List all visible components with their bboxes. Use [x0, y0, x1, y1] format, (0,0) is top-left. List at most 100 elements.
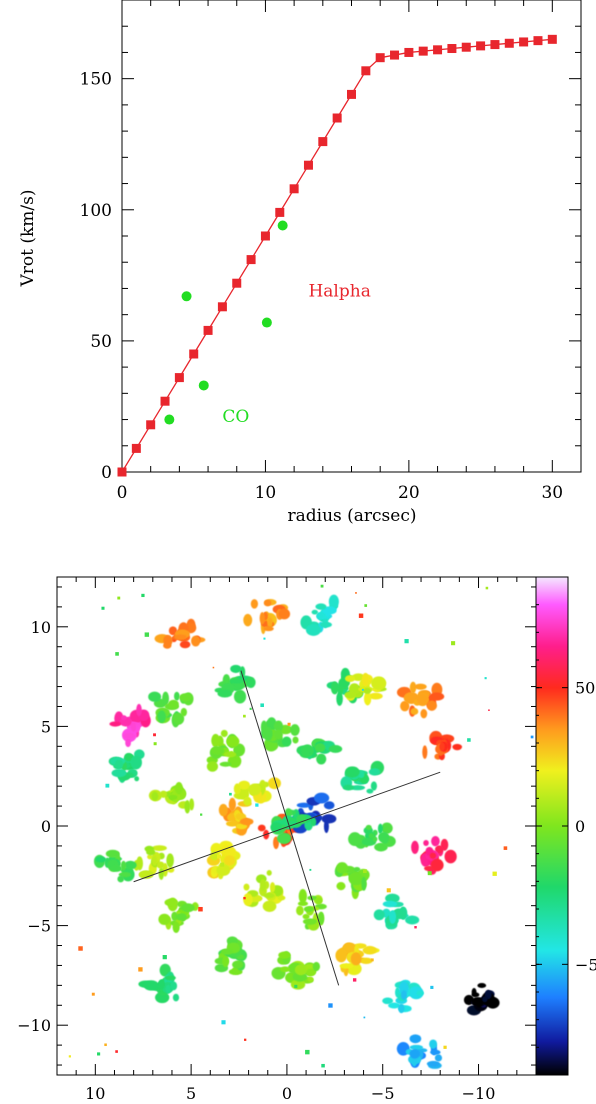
velocity-pixel — [172, 712, 185, 725]
colorbar-tick-label: 50 — [575, 679, 595, 698]
velocity-pixel — [361, 837, 377, 846]
velocity-speck — [243, 896, 246, 900]
velocity-pixel — [336, 691, 343, 706]
velocity-pixel — [243, 893, 253, 907]
velocity-pixel — [342, 942, 357, 954]
x-tick-label: 30 — [541, 483, 563, 503]
velocity-pixel — [172, 921, 180, 933]
velocity-pixel — [311, 609, 319, 615]
velocity-speck — [386, 888, 391, 893]
velocity-pixel — [229, 678, 245, 684]
velocity-pixel — [292, 736, 299, 744]
y-tick-label: 50 — [90, 332, 112, 352]
velocity-pixel — [266, 869, 272, 876]
velocity-pixel — [305, 624, 322, 636]
data-point-co — [261, 317, 272, 328]
velocity-speck — [138, 967, 143, 972]
velocity-pixel — [243, 796, 252, 806]
velocity-pixel — [226, 820, 239, 827]
velocity-pixel — [233, 743, 246, 757]
velocity-field-ticks: 10 5 0 −5 −10 10 5 0 −5 −10 — [17, 577, 536, 1103]
velocity-speck — [355, 592, 357, 594]
velocity-speck — [363, 1016, 366, 1019]
velocity-pixel — [171, 911, 178, 922]
velocity-pixel — [151, 791, 159, 801]
velocity-pixel — [148, 691, 162, 702]
velocity-speck — [101, 606, 105, 610]
data-point-halpha — [131, 443, 141, 453]
velocity-speck — [321, 1063, 325, 1068]
velocity-pixel — [297, 901, 309, 907]
velocity-pixel — [211, 733, 221, 748]
velocity-speck — [404, 639, 409, 644]
rotation-curve-frame — [121, 0, 582, 473]
velocity-pixel — [314, 743, 326, 752]
velocity-pixel — [235, 813, 247, 821]
velocity-pixel — [273, 729, 283, 740]
map-x-tick-label: 0 — [282, 1084, 292, 1103]
velocity-pixel — [471, 996, 484, 1007]
data-point-halpha — [289, 184, 299, 194]
velocity-pixel — [359, 957, 373, 964]
velocity-pixel — [400, 700, 410, 712]
velocity-speck — [488, 709, 490, 711]
data-point-halpha — [332, 113, 342, 123]
data-point-co — [164, 414, 175, 425]
velocity-pixel — [117, 875, 125, 883]
map-x-tick-label: −10 — [462, 1084, 496, 1103]
velocity-speck — [144, 632, 150, 637]
velocity-pixel — [296, 814, 307, 825]
data-point-halpha — [189, 349, 199, 359]
velocity-pixel — [267, 777, 282, 790]
data-point-halpha — [447, 44, 457, 54]
y-tick-label: 150 — [80, 70, 112, 90]
data-point-halpha — [433, 45, 443, 55]
velocity-pixel — [431, 836, 440, 847]
velocity-pixel — [168, 626, 178, 636]
data-point-halpha — [275, 207, 285, 217]
velocity-pixel — [206, 761, 219, 772]
velocity-pixel — [350, 785, 366, 791]
velocity-pixel — [211, 746, 225, 755]
data-point-halpha — [504, 38, 514, 48]
velocity-pixel — [416, 693, 428, 705]
velocity-pixel — [426, 700, 438, 711]
velocity-speck — [255, 803, 259, 807]
velocity-pixel — [143, 980, 159, 991]
velocity-pixel — [312, 961, 321, 972]
velocity-pixel — [399, 981, 409, 995]
velocity-pixel — [366, 788, 374, 794]
data-point-halpha — [404, 47, 414, 57]
data-point-halpha — [476, 41, 486, 51]
velocity-pixel — [223, 751, 237, 758]
velocity-pixel — [120, 860, 127, 871]
velocity-speck — [358, 613, 364, 618]
data-point-halpha — [160, 396, 170, 406]
x-tick-label: 20 — [398, 483, 420, 503]
velocity-pixel — [123, 732, 135, 739]
velocity-pixel — [238, 786, 250, 800]
velocity-pixel — [259, 879, 267, 892]
velocity-pixel — [165, 984, 171, 994]
velocity-pixel — [169, 794, 178, 800]
velocity-pixel — [134, 776, 140, 782]
data-point-halpha — [533, 36, 543, 46]
velocity-speck — [492, 871, 497, 876]
velocity-pixel — [109, 721, 121, 727]
data-point-halpha — [146, 420, 156, 430]
velocity-pixel — [365, 824, 372, 830]
velocity-pixel — [429, 852, 437, 859]
data-point-halpha — [303, 160, 313, 170]
velocity-speck — [503, 846, 508, 850]
velocity-pixel — [277, 895, 286, 901]
velocity-pixel — [344, 675, 356, 682]
velocity-pixel — [348, 871, 364, 886]
velocity-pixel — [363, 691, 372, 706]
velocity-pixel — [233, 689, 247, 704]
velocity-pixel — [423, 840, 429, 846]
velocity-pixel — [414, 683, 427, 690]
velocity-pixel — [164, 975, 176, 981]
velocity-speck — [115, 1050, 118, 1053]
data-point-co — [277, 220, 288, 231]
